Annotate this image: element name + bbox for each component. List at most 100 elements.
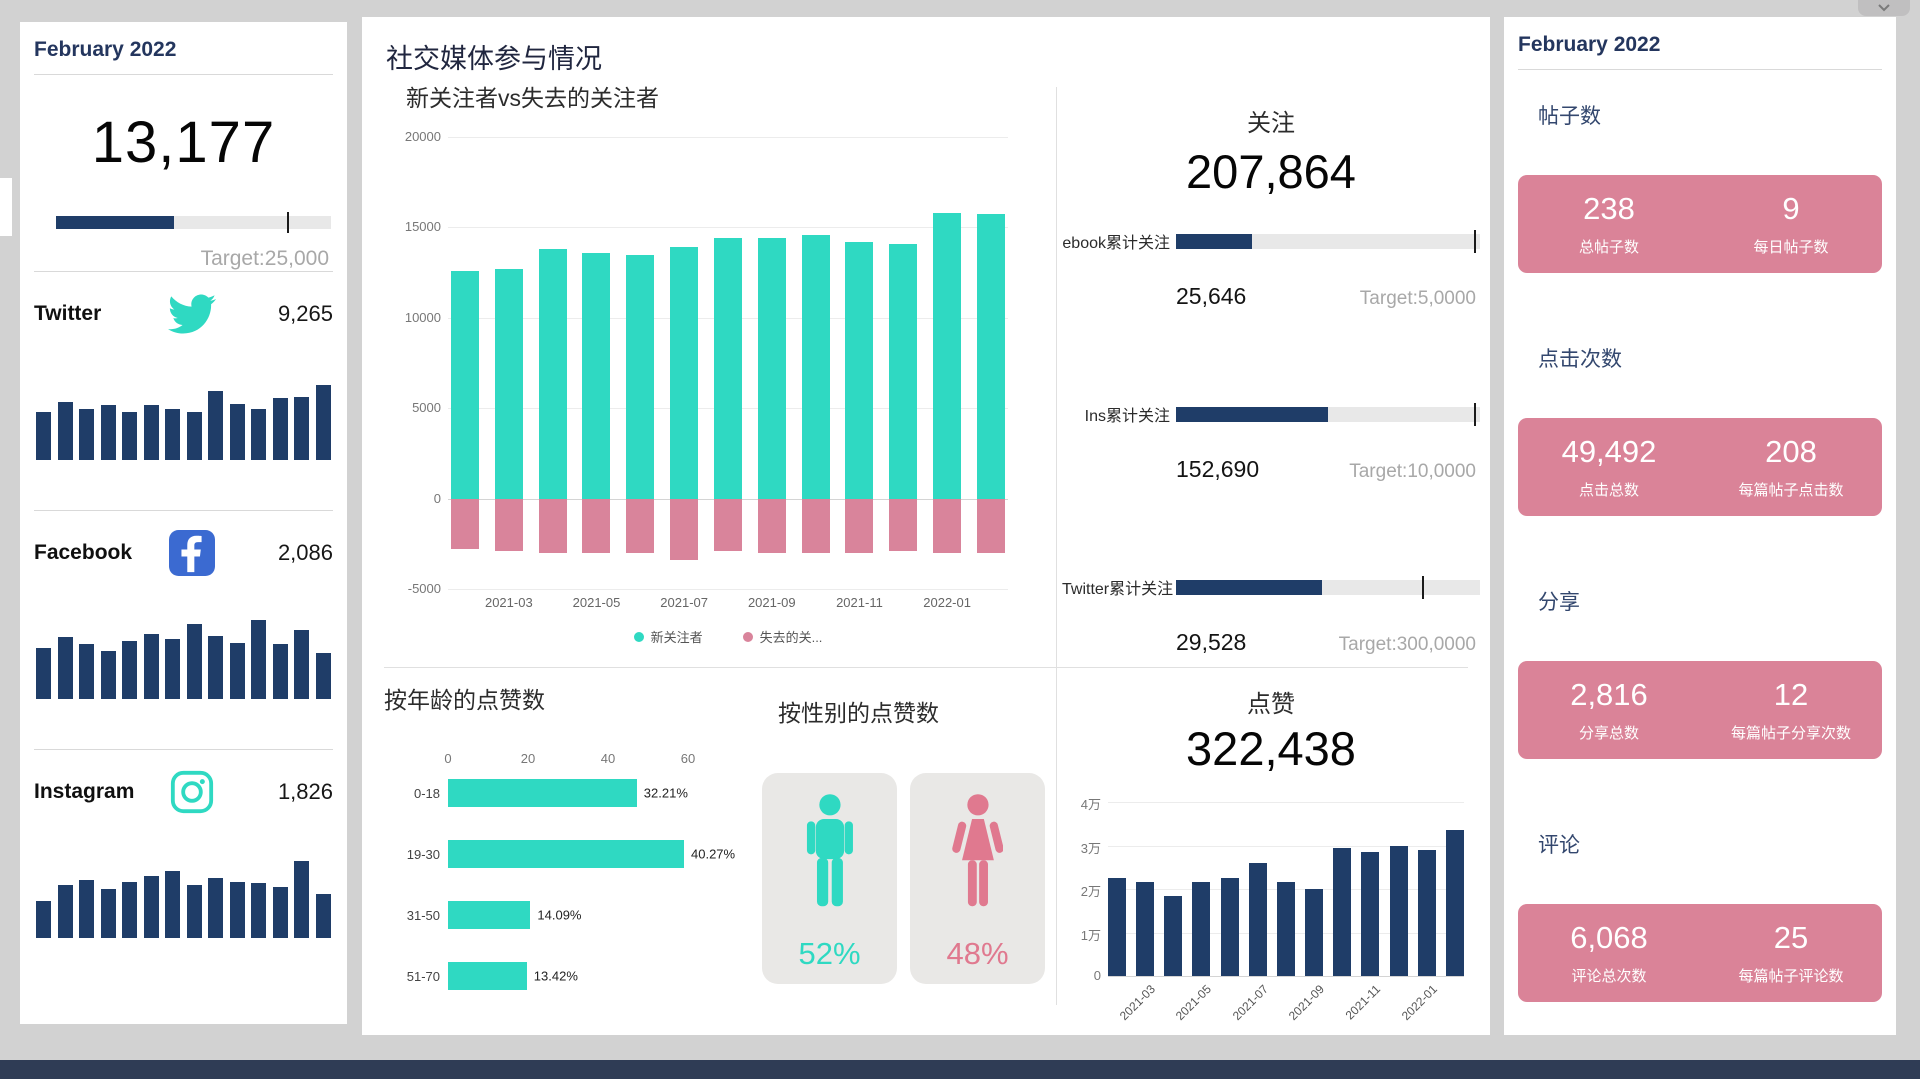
mini-bar[interactable] <box>294 860 310 938</box>
mini-bar[interactable] <box>57 885 73 938</box>
followers-bar[interactable] <box>536 137 570 589</box>
mini-bar[interactable] <box>229 881 245 938</box>
mini-bar[interactable] <box>36 411 51 460</box>
legend-label: 新关注者 <box>650 630 703 645</box>
followers-bar[interactable] <box>711 137 745 589</box>
mini-bar[interactable] <box>165 871 181 938</box>
mini-bar[interactable] <box>272 398 288 460</box>
mini-bar[interactable] <box>272 644 288 699</box>
followers-bar[interactable] <box>842 137 876 589</box>
mini-bar[interactable] <box>143 876 159 938</box>
likes-chart[interactable]: 4万 3万 2万 1万 0 <box>1081 797 1464 983</box>
metric-label: 每篇帖子评论数 <box>1738 968 1844 985</box>
mini-bar[interactable] <box>315 894 331 938</box>
follow-title: 关注 <box>1247 110 1295 137</box>
likes-bar[interactable] <box>1333 802 1352 976</box>
likes-bar[interactable] <box>1108 802 1126 976</box>
mini-bar[interactable] <box>251 883 267 938</box>
mini-bar[interactable] <box>165 639 181 699</box>
mini-bar[interactable] <box>186 885 202 938</box>
likes-bar[interactable] <box>1220 802 1239 976</box>
mini-bar[interactable] <box>208 878 224 938</box>
mini-bar[interactable] <box>57 637 73 699</box>
mini-bar[interactable] <box>294 396 310 460</box>
followers-bar[interactable] <box>667 137 701 589</box>
mini-bar[interactable] <box>122 411 138 460</box>
kpi-target-label: Target:10,0000 <box>1349 461 1476 482</box>
age-bar[interactable] <box>448 779 637 807</box>
mini-bar[interactable] <box>208 635 224 699</box>
likes-bar[interactable] <box>1248 802 1267 976</box>
shares-card[interactable]: 2,816 分享总数 12 每篇帖子分享次数 <box>1518 661 1882 759</box>
left-panel-header: February 2022 <box>34 38 333 75</box>
mini-bar[interactable] <box>294 630 310 699</box>
mini-bar[interactable] <box>315 385 331 460</box>
mini-bar[interactable] <box>36 901 51 938</box>
mini-bar[interactable] <box>100 888 116 938</box>
mini-bar[interactable] <box>165 408 181 460</box>
twitter-daily-chart[interactable] <box>36 372 331 460</box>
likes-bar[interactable] <box>1164 802 1183 976</box>
followers-bar[interactable] <box>886 137 920 589</box>
posts-card[interactable]: 238 总帖子数 9 每日帖子数 <box>1518 175 1882 273</box>
likes-chart-section: 点赞 322,438 4万 3万 2万 1万 0 2021-03 2021-05 2021-… <box>1062 672 1480 1023</box>
age-bar[interactable] <box>448 901 531 929</box>
mini-bar[interactable] <box>122 640 138 699</box>
likes-bar[interactable] <box>1417 802 1436 976</box>
mini-bar[interactable] <box>36 647 51 699</box>
followers-bar[interactable] <box>623 137 657 589</box>
age-bar[interactable] <box>448 962 527 990</box>
mini-bar[interactable] <box>79 408 95 460</box>
followers-bar[interactable] <box>448 137 482 589</box>
followers-bar[interactable] <box>755 137 789 589</box>
mini-bar[interactable] <box>229 642 245 699</box>
section-title: 分享 <box>1538 591 1580 614</box>
mini-bar[interactable] <box>122 881 138 938</box>
mini-bar[interactable] <box>100 650 116 699</box>
legend-lost-followers[interactable]: 失去的关... <box>742 627 822 646</box>
mini-bar[interactable] <box>57 401 73 460</box>
mini-bar[interactable] <box>79 644 95 699</box>
channel-name: Instagram <box>34 780 135 803</box>
likes-bar[interactable] <box>1361 802 1380 976</box>
male-card[interactable]: 52% <box>762 773 897 984</box>
mini-bar[interactable] <box>229 403 245 460</box>
age-bar[interactable] <box>448 840 684 868</box>
mini-bar[interactable] <box>143 633 159 699</box>
mini-bar[interactable] <box>186 411 202 460</box>
likes-bar[interactable] <box>1389 802 1408 976</box>
mini-bar[interactable] <box>186 624 202 699</box>
likes-bar[interactable] <box>1305 802 1324 976</box>
followers-chart[interactable]: 20000 15000 10000 5000 0 -5000 <box>405 129 1008 596</box>
followers-bar[interactable] <box>579 137 613 589</box>
mini-bar[interactable] <box>251 408 267 460</box>
followers-bar[interactable] <box>799 137 833 589</box>
mini-bar[interactable] <box>251 619 267 699</box>
metric-label: 每日帖子数 <box>1753 239 1829 256</box>
toolbar-collapse-button[interactable] <box>1858 0 1910 16</box>
mini-bar[interactable] <box>100 405 116 460</box>
mini-bar[interactable] <box>315 653 331 699</box>
legend-new-followers[interactable]: 新关注者 <box>633 627 703 646</box>
likes-bar[interactable] <box>1136 802 1155 976</box>
followers-bar[interactable] <box>974 137 1008 589</box>
followers-bar[interactable] <box>930 137 964 589</box>
female-card[interactable]: 48% <box>910 773 1045 984</box>
mini-bar[interactable] <box>79 879 95 938</box>
facebook-icon <box>138 530 245 576</box>
instagram-daily-chart[interactable] <box>36 850 331 938</box>
likes-bar[interactable] <box>1276 802 1295 976</box>
facebook-daily-chart[interactable] <box>36 611 331 699</box>
right-panel-header: February 2022 <box>1518 33 1882 70</box>
clicks-card[interactable]: 49,492 点击总数 208 每篇帖子点击数 <box>1518 418 1882 516</box>
kpi-target-marker <box>1473 402 1476 426</box>
mini-bar[interactable] <box>143 405 159 460</box>
mini-bar[interactable] <box>272 886 288 938</box>
likes-bar[interactable] <box>1445 802 1464 976</box>
comments-card[interactable]: 6,068 评论总次数 25 每篇帖子评论数 <box>1518 904 1882 1002</box>
likes-bar[interactable] <box>1192 802 1211 976</box>
page-nav-notch[interactable] <box>0 178 12 236</box>
mini-bar[interactable] <box>208 391 224 460</box>
follow-kpi-twitter: Twitter累计关注 29,528 Target:300,0000 <box>1062 575 1480 656</box>
followers-bar[interactable] <box>492 137 526 589</box>
